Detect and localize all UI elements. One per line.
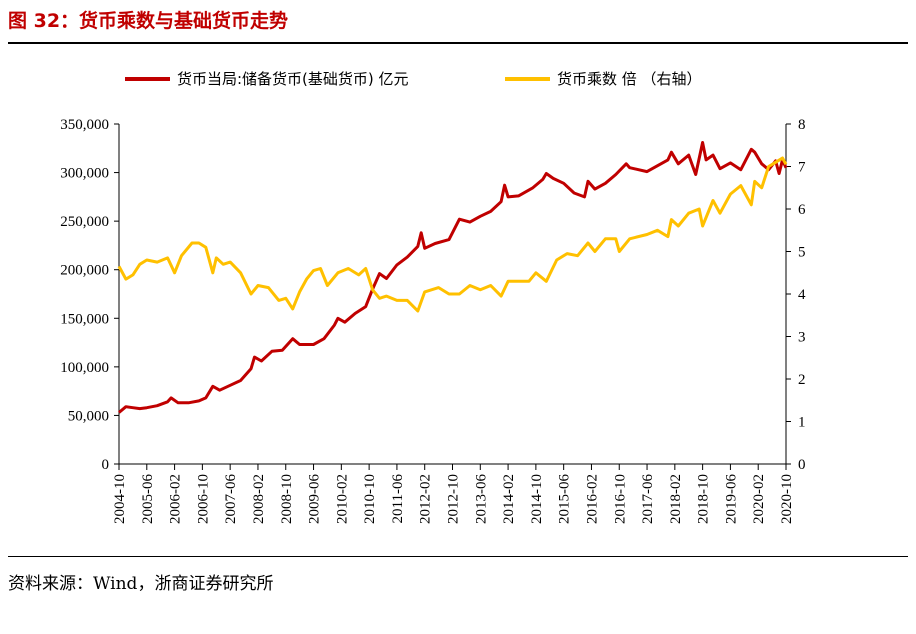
legend: 货币当局:储备货币(基础货币) 亿元 货币乘数 倍 （右轴） — [125, 70, 702, 88]
left-tick-label: 200,000 — [60, 263, 109, 279]
series-line-money-multiplier — [117, 156, 788, 313]
legend-label-base-money: 货币当局:储备货币(基础货币) 亿元 — [177, 70, 409, 88]
x-tick-label: 2020-10 — [779, 474, 795, 524]
x-tick-label: 2016-10 — [612, 474, 628, 524]
x-tick-label: 2020-02 — [751, 474, 767, 524]
figure-title: 图 32：货币乘数与基础货币走势 — [8, 10, 289, 32]
legend-label-money-multiplier: 货币乘数 倍 （右轴） — [557, 70, 702, 88]
right-tick-label: 5 — [798, 245, 806, 261]
x-tick-label: 2013-06 — [473, 474, 489, 524]
x-tick-label: 2014-10 — [529, 474, 545, 524]
plot-area — [117, 141, 788, 414]
right-tick-label: 3 — [798, 330, 806, 346]
x-tick-label: 2019-06 — [723, 474, 739, 524]
x-tick-label: 2016-02 — [584, 474, 600, 524]
series-line-base-money — [118, 141, 788, 414]
left-tick-label: 50,000 — [68, 408, 109, 424]
left-tick-label: 100,000 — [60, 360, 109, 376]
right-tick-label: 4 — [798, 287, 806, 303]
x-tick-label: 2012-02 — [418, 474, 434, 524]
chart: 货币当局:储备货币(基础货币) 亿元 货币乘数 倍 （右轴） 050,00010… — [60, 70, 806, 524]
right-tick-label: 8 — [798, 117, 806, 133]
x-tick-label: 2009-06 — [307, 474, 323, 524]
bottom-rule — [8, 556, 908, 557]
x-tick-label: 2012-10 — [446, 474, 462, 524]
source-note: 资料来源：Wind，浙商证券研究所 — [8, 574, 274, 594]
x-tick-label: 2008-02 — [251, 474, 267, 524]
x-tick-label: 2010-02 — [334, 474, 350, 524]
x-tick-label: 2008-10 — [279, 474, 295, 524]
left-tick-label: 300,000 — [60, 166, 109, 182]
x-tick-label: 2011-06 — [390, 474, 406, 524]
x-tick-label: 2017-06 — [640, 474, 656, 524]
axes: 0 50,000 100,000 150,000 200,000 250,000 300,0… — [60, 117, 806, 524]
x-tick-label: 2014-02 — [501, 474, 517, 524]
x-tick-label: 2007-06 — [223, 474, 239, 524]
x-tick-label: 2018-10 — [696, 474, 712, 524]
left-tick-label: 350,000 — [60, 117, 109, 133]
left-tick-label: 0 — [102, 457, 110, 473]
right-tick-label: 6 — [798, 202, 806, 218]
right-tick-label: 7 — [798, 160, 806, 176]
x-tick-label: 2006-02 — [168, 474, 184, 524]
x-tick-label: 2010-10 — [362, 474, 378, 524]
x-tick-label: 2006-10 — [195, 474, 211, 524]
right-tick-label: 1 — [798, 415, 806, 431]
x-tick-label: 2015-06 — [557, 474, 573, 524]
left-tick-label: 250,000 — [60, 214, 109, 230]
right-tick-label: 0 — [798, 457, 806, 473]
x-tick-label: 2005-06 — [140, 474, 156, 524]
top-rule — [8, 42, 908, 44]
right-tick-label: 2 — [798, 372, 806, 388]
x-tick-label: 2004-10 — [112, 474, 128, 524]
x-tick-label: 2018-02 — [668, 474, 684, 524]
left-tick-label: 150,000 — [60, 311, 109, 327]
